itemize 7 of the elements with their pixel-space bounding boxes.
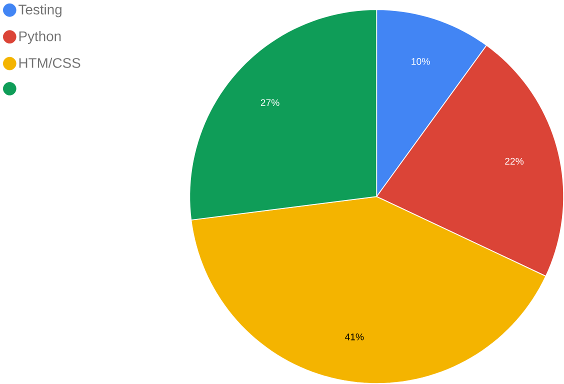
- legend-label: HTM/CSS: [19, 58, 80, 68]
- data-label: 41%: [344, 334, 364, 340]
- data-label: 22%: [505, 158, 524, 165]
- legend-label: Python: [19, 31, 61, 44]
- data-label: 27%: [260, 99, 280, 106]
- data-label: 10%: [412, 58, 430, 65]
- legend-label: Testing: [18, 4, 62, 18]
